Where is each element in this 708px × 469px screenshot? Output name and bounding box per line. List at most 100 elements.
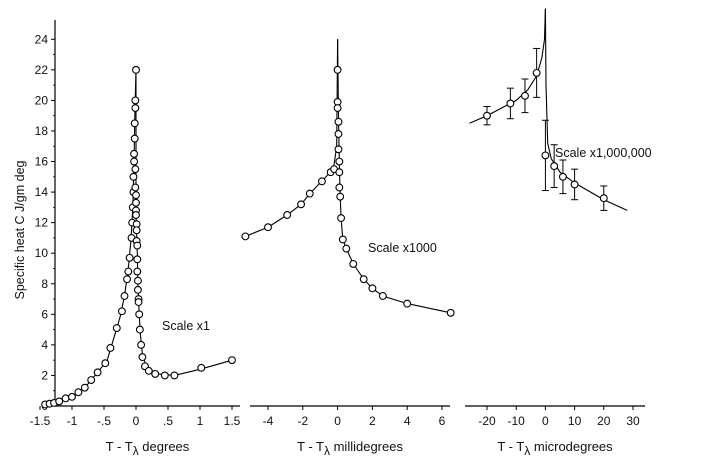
data-point	[506, 99, 515, 108]
data-point	[264, 223, 272, 232]
data-point	[349, 259, 358, 268]
fit-curve	[544, 8, 628, 211]
y-tick-label: 22	[35, 63, 49, 77]
panel-microdegrees: -20 -10 0 10 20 30 T - Tλ microdegrees Scale x1…	[465, 8, 652, 458]
y-axis-label: Specific heat C J/gm deg	[13, 160, 27, 299]
x-tick-label: -1	[67, 414, 78, 428]
data-point	[133, 285, 142, 294]
x-tick-label: 6	[439, 414, 446, 428]
data-point	[125, 253, 134, 262]
x-tick-label: 0	[334, 414, 341, 428]
scale-annotation: Scale x1,000,000	[555, 146, 652, 160]
data-point	[228, 356, 236, 365]
data-point	[74, 388, 83, 397]
data-point	[101, 359, 110, 368]
data-point	[130, 134, 139, 143]
data-point	[532, 68, 541, 77]
fit-curve	[245, 39, 339, 237]
data-point	[570, 180, 579, 189]
data-point	[558, 172, 567, 181]
data-point	[446, 308, 455, 317]
y-tick-label: 24	[35, 32, 49, 46]
data-point	[305, 189, 314, 198]
fit-curve	[43, 69, 137, 406]
data-point	[130, 119, 139, 128]
data-point	[112, 324, 121, 333]
data-point	[87, 376, 96, 384]
data-point	[317, 177, 326, 186]
data-point	[55, 397, 64, 406]
y-tick-label: 8	[41, 277, 48, 291]
x-tick-label: 0	[133, 414, 140, 428]
data-point	[334, 130, 343, 138]
x-tick-label: 20	[597, 414, 611, 428]
x-tick-label: -1.5	[30, 414, 51, 428]
x-axis-label: T - Tλ millidegrees	[297, 439, 403, 458]
x-axis-label-suffix: millidegrees	[330, 439, 403, 454]
panel-millidegrees: -4 -2 0 2 4 6 T - Tλ millidegrees Scale x1000	[241, 39, 455, 458]
x-axis-label-subscript: λ	[324, 444, 330, 458]
x-axis-label: T - Tλ degrees	[106, 439, 190, 458]
data-point	[132, 226, 141, 235]
data-point	[135, 325, 144, 334]
data-point	[197, 363, 206, 372]
data-point	[131, 96, 140, 105]
data-point	[483, 111, 491, 120]
x-tick-label: .5	[163, 414, 173, 428]
x-tick-label: 4	[404, 414, 411, 428]
x-tick-label: -.5	[97, 414, 111, 428]
x-tick-label: 10	[568, 414, 582, 428]
data-point	[599, 194, 608, 203]
data-point	[137, 340, 146, 349]
data-point	[123, 275, 131, 284]
x-axis-label-subscript: λ	[133, 444, 139, 458]
y-tick-label: 4	[41, 338, 48, 352]
y-tick-label: 14	[35, 185, 49, 199]
data-point	[133, 241, 142, 250]
data-point	[124, 267, 133, 276]
data-point	[342, 244, 351, 253]
data-point	[378, 292, 387, 300]
x-tick-label: -2	[297, 414, 308, 428]
data-point	[132, 211, 140, 219]
y-tick-label: 2	[41, 368, 48, 382]
data-point	[335, 157, 344, 166]
data-point	[403, 299, 412, 308]
x-axis-label-subscript: λ	[524, 444, 530, 458]
data-point	[541, 151, 550, 160]
data-point	[335, 168, 344, 177]
x-tick-label: 1.5	[224, 414, 241, 428]
data-point	[117, 307, 126, 316]
x-tick-label: 2	[369, 414, 376, 428]
data-point	[130, 157, 139, 166]
y-tick-label: 16	[35, 155, 49, 169]
data-point	[132, 198, 140, 207]
data-point	[338, 235, 347, 244]
data-point	[80, 383, 89, 392]
data-point	[336, 192, 345, 201]
x-tick-label: -20	[478, 414, 496, 428]
data-point	[297, 200, 306, 209]
data-point	[144, 366, 153, 375]
y-tick-label: 20	[35, 93, 49, 107]
x-axis-label-prefix: T - T	[497, 439, 524, 454]
y-tick-label: 6	[41, 307, 48, 321]
data-point	[106, 343, 115, 352]
x-axis-label-suffix: degrees	[139, 439, 190, 454]
x-axis-label-prefix: T - T	[106, 439, 133, 454]
x-axis-label: T - Tλ microdegrees	[497, 439, 613, 458]
data-point	[93, 368, 102, 377]
data-point	[151, 369, 160, 378]
data-point	[160, 371, 169, 380]
data-point	[521, 91, 529, 100]
x-tick-label: 30	[626, 414, 640, 428]
data-point	[337, 214, 346, 223]
y-tick-label: 10	[35, 246, 49, 260]
data-point	[283, 211, 292, 219]
data-point	[61, 394, 70, 403]
data-point	[333, 104, 342, 112]
data-point	[359, 275, 368, 284]
data-point	[335, 183, 344, 192]
data-point	[132, 65, 140, 74]
